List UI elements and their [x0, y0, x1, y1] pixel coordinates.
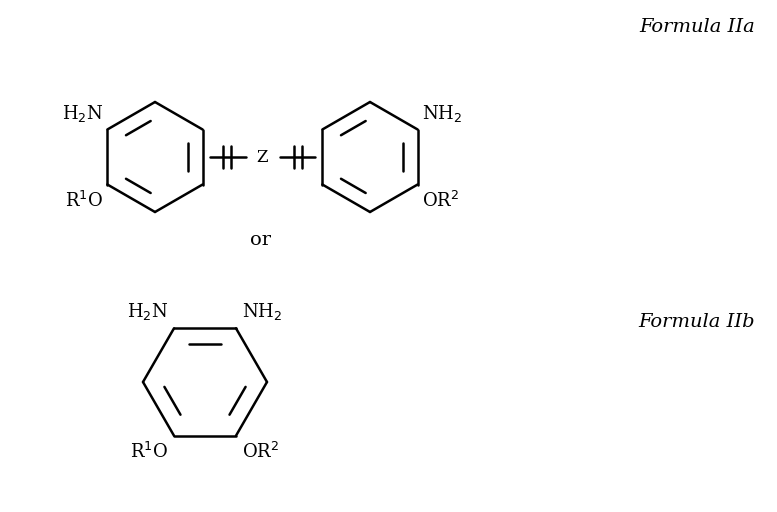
Text: or: or	[249, 231, 270, 249]
Text: H$_2$N: H$_2$N	[62, 102, 103, 123]
Text: R$^1$O: R$^1$O	[65, 190, 103, 210]
Text: Formula IIb: Formula IIb	[639, 313, 755, 331]
Text: OR$^2$: OR$^2$	[422, 190, 459, 210]
Text: OR$^2$: OR$^2$	[242, 442, 279, 462]
Text: NH$_2$: NH$_2$	[422, 102, 462, 123]
Text: NH$_2$: NH$_2$	[242, 301, 282, 323]
Text: Formula IIa: Formula IIa	[639, 18, 755, 36]
Text: Z: Z	[256, 148, 268, 165]
Text: H$_2$N: H$_2$N	[127, 301, 168, 323]
Text: R$^1$O: R$^1$O	[130, 442, 168, 462]
